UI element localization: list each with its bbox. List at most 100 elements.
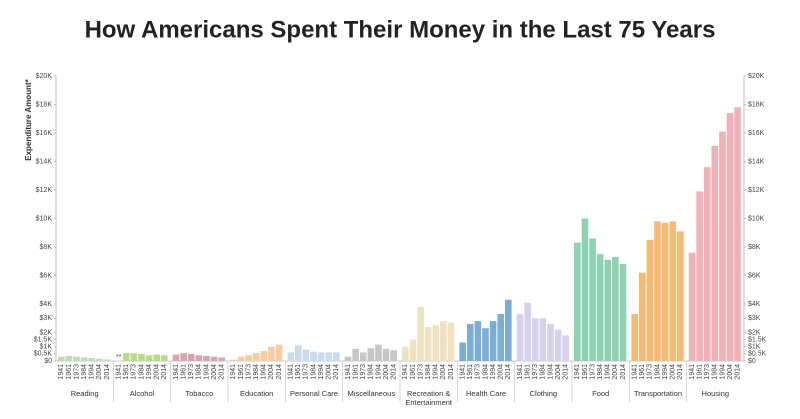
bar [539,318,547,361]
bar [245,355,252,361]
year-label: 1984 [368,364,375,380]
bar [482,328,489,361]
bar [596,254,604,361]
bar [619,264,627,361]
group-label: Tobacco [185,389,214,398]
year-label: 1994 [146,364,153,380]
y-tick-label: $6K [40,272,53,279]
year-label: 1994 [605,364,612,380]
bar [631,313,638,361]
year-label: 2014 [276,364,283,380]
year-label: 1984 [253,364,260,380]
bar [145,355,153,361]
year-label: 2014 [505,364,512,380]
year-label: 1994 [375,364,382,380]
year-label: 1973 [188,364,195,380]
bar [58,356,65,361]
bar [677,231,684,361]
year-label: 1941 [173,364,180,380]
year-label: 2014 [161,364,168,380]
bar [333,352,340,361]
year-label: 1961 [123,364,130,380]
year-label: 1961 [180,364,187,380]
year-label: 1961 [467,364,474,380]
bar [161,355,168,361]
year-label: 2004 [440,364,447,380]
year-label: 1973 [245,364,252,380]
bar [612,256,619,361]
year-label: 1994 [490,364,497,380]
y-tick-label: $12K [36,187,53,194]
bar [252,353,260,361]
y-tick-label: $20K [36,73,53,80]
bar [187,353,195,361]
bar [130,353,138,361]
bar [734,107,741,361]
y-tick-label-right: $20K [748,73,765,80]
bar [352,348,359,361]
y-tick-label: $0 [44,358,52,365]
bar [432,325,440,361]
y-tick-label-right: $4K [748,301,761,308]
year-label: 1941 [402,364,409,380]
y-tick-label-right: $16K [748,130,765,137]
year-label: 1984 [425,364,432,380]
y-tick-label-right: $8K [748,244,761,251]
group-label: Transportation [633,389,683,398]
y-tick-label-right: $14K [748,158,765,165]
year-label: 1941 [574,364,581,380]
year-label: 1994 [433,364,440,380]
bar [505,299,512,361]
bar [65,356,73,361]
y-tick-label: $0.5K [34,351,53,358]
bar [138,353,145,361]
year-label: 2014 [677,364,684,380]
year-label: 1984 [138,364,145,380]
value-label: ** [116,354,122,361]
year-label: 1941 [116,364,123,380]
bar [726,113,734,361]
group-label: Alcohol [129,389,155,398]
year-label: 2004 [96,364,103,380]
bar [123,353,130,361]
year-label: 1973 [417,364,424,380]
year-label: 2004 [268,364,275,380]
bar [711,145,719,361]
bar [325,352,332,361]
bar [390,350,397,361]
bar [302,349,310,361]
group-label: Health Care [465,389,506,398]
bar [497,313,504,361]
bar [646,239,654,361]
year-label: 1961 [696,364,703,380]
group-label: Recreation & Entertainment [405,389,453,407]
y-tick-label-right: $0.5K [748,351,767,358]
year-label: 2014 [448,364,455,380]
y-tick-label: $1.5K [34,336,53,343]
bar [531,318,539,361]
y-tick-label-right: $1.5K [748,336,767,343]
year-label: 1961 [66,364,73,380]
year-label: 1984 [310,364,317,380]
year-label: 1973 [360,364,367,380]
bar [459,342,466,361]
year-label: 1994 [261,364,268,380]
year-label: 1984 [196,364,203,380]
year-label: 1994 [662,364,669,380]
bar [440,321,447,361]
year-label: 1984 [482,364,489,380]
year-label: 2004 [498,364,505,380]
y-tick-label-right: $10K [748,215,765,222]
year-label: 1941 [689,364,696,380]
bar [210,356,218,361]
bar [287,352,294,361]
y-tick-label-right: $0 [748,358,756,365]
year-label: 1961 [352,364,359,380]
bar [562,335,569,361]
y-tick-label-right: $6K [748,272,761,279]
bar [669,221,676,361]
year-label: 1984 [712,364,719,380]
bar [554,329,562,361]
bar [581,218,589,361]
y-tick-label: $2K [40,329,53,336]
